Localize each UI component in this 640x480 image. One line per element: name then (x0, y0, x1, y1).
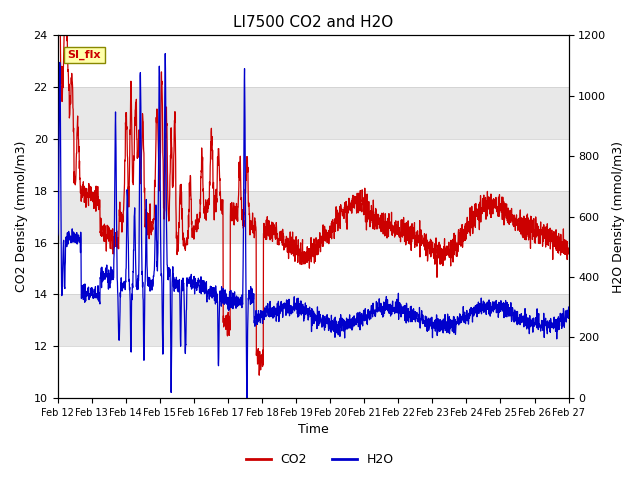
Y-axis label: H2O Density (mmol/m3): H2O Density (mmol/m3) (612, 141, 625, 293)
Bar (58, 139, 568, 191)
Bar (58, 87, 568, 139)
Y-axis label: CO2 Density (mmol/m3): CO2 Density (mmol/m3) (15, 141, 28, 292)
Title: LI7500 CO2 and H2O: LI7500 CO2 and H2O (233, 15, 393, 30)
Bar (58, 191, 568, 242)
Bar (58, 36, 568, 87)
Bar (58, 242, 568, 294)
Legend: CO2, H2O: CO2, H2O (241, 448, 399, 471)
Bar (58, 346, 568, 398)
X-axis label: Time: Time (298, 423, 328, 436)
Text: SI_flx: SI_flx (68, 50, 101, 60)
Bar (58, 294, 568, 346)
